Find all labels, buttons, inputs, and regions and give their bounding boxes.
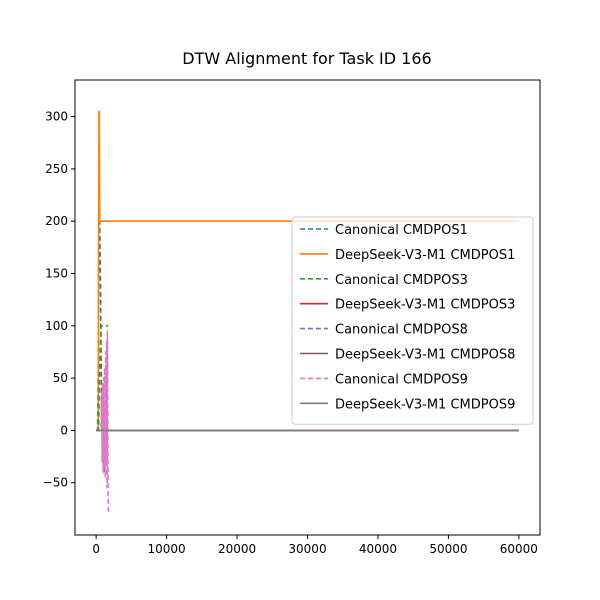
- legend-label: Canonical CMDPOS8: [335, 323, 468, 338]
- x-tick-label: 60000: [500, 542, 538, 556]
- legend-box: [291, 216, 534, 425]
- legend-label: DeepSeek-V3-M1 CMDPOS3: [335, 298, 515, 313]
- y-tick-label: 250: [45, 162, 68, 176]
- series-layer: [96, 110, 519, 515]
- y-axis: −50 0 50 100 150 200 250 300: [43, 110, 75, 490]
- y-tick-label: −50: [43, 476, 68, 490]
- legend-label: Canonical CMDPOS3: [335, 273, 468, 288]
- y-tick-label: 50: [53, 371, 68, 385]
- legend-label: DeepSeek-V3-M1 CMDPOS1: [335, 248, 515, 263]
- y-tick-label: 100: [45, 319, 68, 333]
- x-tick-label: 40000: [359, 542, 397, 556]
- y-tick-label: 300: [45, 110, 68, 124]
- y-tick-label: 0: [60, 423, 68, 437]
- legend-label: Canonical CMDPOS1: [335, 223, 468, 238]
- legend-label: DeepSeek-V3-M1 CMDPOS8: [335, 348, 515, 363]
- legend: Canonical CMDPOS1 DeepSeek-V3-M1 CMDPOS1 C…: [291, 216, 534, 425]
- x-tick-label: 10000: [147, 542, 185, 556]
- x-axis: 0 10000 20000 30000 40000 50000 60000: [92, 535, 538, 556]
- legend-label: Canonical CMDPOS9: [335, 372, 468, 387]
- x-tick-label: 0: [92, 542, 100, 556]
- x-tick-label: 20000: [218, 542, 256, 556]
- y-tick-label: 200: [45, 214, 68, 228]
- chart-title: DTW Alignment for Task ID 166: [182, 49, 431, 68]
- legend-label: DeepSeek-V3-M1 CMDPOS9: [335, 397, 515, 412]
- y-tick-label: 150: [45, 267, 68, 281]
- x-tick-label: 30000: [288, 542, 326, 556]
- series-line: [96, 330, 110, 515]
- x-tick-label: 50000: [429, 542, 467, 556]
